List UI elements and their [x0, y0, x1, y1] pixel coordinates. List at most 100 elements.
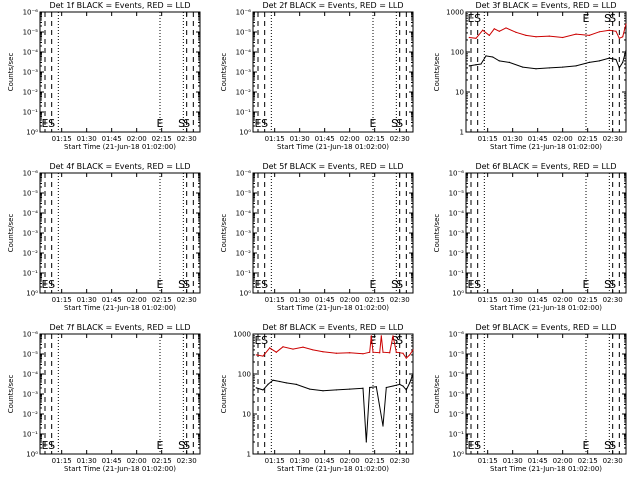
data-point [622, 36, 624, 38]
y-tick-label: 10⁻⁵ [23, 351, 39, 359]
data-point [349, 388, 351, 390]
data-point [615, 30, 617, 32]
x-tick-label: 02:15 [365, 296, 385, 304]
data-point [562, 36, 564, 39]
x-axis-label: Start Time (21-Jun-18 01:02:00) [490, 304, 602, 312]
data-point [372, 351, 374, 353]
marker-S: S [396, 117, 403, 130]
panel-det9: Det 9f BLACK = Events, RED = LLD 01:15 01:… [433, 323, 627, 473]
data-point [475, 64, 477, 66]
marker-E: E [583, 12, 590, 25]
x-tick-label: 01:15 [265, 457, 285, 465]
data-point [362, 353, 364, 355]
x-tick-label: 01:15 [52, 135, 72, 143]
marker-E: E [370, 334, 377, 347]
data-point [395, 351, 397, 353]
x-tick-label: 01:45 [528, 135, 548, 143]
y-tick-label: 10⁻³ [236, 230, 252, 238]
y-tick-label: 10⁰ [239, 129, 251, 137]
x-tick-label: 01:30 [503, 457, 523, 465]
data-point [522, 66, 524, 68]
marker-S: S [48, 278, 55, 291]
data-point [275, 351, 277, 353]
x-tick-label: 02:30 [390, 296, 410, 304]
x-tick-label: 01:30 [77, 135, 97, 143]
data-point [375, 386, 377, 388]
x-tick-label: 01:45 [102, 457, 122, 465]
x-tick-label: 02:15 [578, 296, 598, 304]
data-point [618, 37, 620, 39]
x-tick-label: 01:15 [478, 457, 498, 465]
plot-frame [465, 11, 627, 133]
data-point [365, 441, 367, 443]
y-tick-label: 10⁻² [23, 250, 39, 258]
x-axis-label: Start Time (21-Jun-18 01:02:00) [490, 465, 602, 473]
y-tick-label: 10⁻³ [449, 230, 465, 238]
data-point [349, 352, 351, 354]
y-tick-label: 100 [238, 371, 251, 379]
y-tick-label: 10⁻¹ [23, 109, 39, 117]
data-point [322, 351, 324, 353]
x-tick-label: 02:30 [177, 135, 197, 143]
y-axis-label: Counts/sec [220, 53, 228, 92]
x-tick-label: 02:30 [177, 296, 197, 304]
data-point [575, 65, 577, 67]
data-point [562, 66, 564, 68]
x-tick-label: 02:00 [340, 135, 360, 143]
x-tick-label: 02:00 [340, 457, 360, 465]
x-tick-label: 01:45 [528, 296, 548, 304]
x-tick-label: 02:00 [553, 135, 573, 143]
x-tick-label: 01:15 [478, 296, 498, 304]
series-line-lld [469, 23, 627, 39]
y-tick-label: 10⁻² [449, 250, 465, 258]
marker-S: S [396, 278, 403, 291]
y-tick-label: 10⁻⁵ [449, 190, 465, 198]
data-point [309, 388, 311, 390]
marker-S: S [604, 12, 611, 25]
data-point [515, 31, 517, 33]
marker-E: E [42, 439, 49, 452]
data-point [575, 33, 577, 35]
panel-det5: Det 5f BLACK = Events, RED = LLD 01:15 01:… [220, 162, 414, 312]
y-tick-label: 10⁻⁴ [23, 210, 39, 218]
y-tick-label: 10⁻³ [449, 391, 465, 399]
data-point [399, 383, 401, 385]
y-tick-label: 10⁻³ [23, 391, 39, 399]
x-tick-label: 02:00 [127, 457, 147, 465]
y-tick-label: 10⁰ [452, 451, 464, 459]
y-tick-label: 10⁻⁴ [23, 371, 39, 379]
marker-E: E [468, 439, 475, 452]
y-axis-label: Counts/sec [433, 214, 441, 253]
data-point [322, 390, 324, 392]
data-point [269, 347, 271, 349]
y-tick-label: 10⁻¹ [236, 270, 252, 278]
y-tick-label: 10⁻⁶ [23, 331, 39, 339]
x-tick-label: 02:15 [365, 135, 385, 143]
x-tick-label: 02:30 [603, 135, 623, 143]
plot-frame [465, 333, 627, 455]
data-point [412, 373, 414, 375]
data-point [485, 55, 487, 57]
marker-S: S [474, 278, 481, 291]
data-point [370, 335, 372, 337]
x-tick-label: 02:00 [127, 296, 147, 304]
data-point [335, 352, 337, 354]
data-point [405, 389, 407, 391]
y-tick-label: 10⁻³ [23, 230, 39, 238]
data-point [475, 37, 477, 39]
data-point [625, 49, 627, 51]
data-point [482, 29, 484, 31]
marker-S: S [48, 117, 55, 130]
y-tick-label: 10⁻⁶ [449, 170, 465, 178]
y-tick-label: 10⁻⁶ [236, 170, 252, 178]
x-axis-label: Start Time (21-Jun-18 01:02:00) [277, 304, 389, 312]
data-point [295, 383, 297, 385]
y-tick-label: 10⁻¹ [23, 431, 39, 439]
data-point [505, 27, 507, 29]
data-point [618, 67, 620, 69]
y-tick-label: 10⁻³ [23, 69, 39, 77]
data-point [267, 383, 269, 385]
y-tick-label: 10⁰ [452, 290, 464, 298]
panel-det8: Det 8f BLACK = Events, RED = LLD 01:15 01:… [220, 323, 414, 473]
x-tick-label: 01:30 [77, 296, 97, 304]
